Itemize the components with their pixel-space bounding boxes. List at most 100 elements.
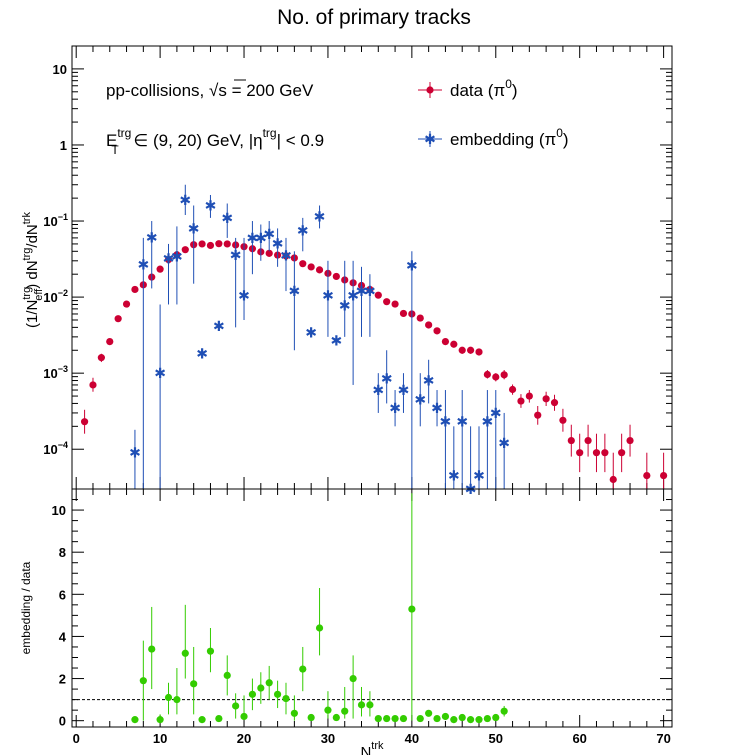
ratio-point: [164, 693, 173, 702]
data-point: [332, 272, 340, 281]
top-y-tick-label: 10: [53, 62, 67, 77]
data-point: [517, 397, 525, 405]
data-point: [618, 449, 626, 457]
legend-entry-data: data (π0): [418, 77, 518, 100]
ratio-point: [265, 679, 273, 687]
data-point: [97, 354, 105, 362]
legend-embedding-marker: ✱: [424, 131, 436, 147]
ratio-point: [131, 716, 139, 724]
data-point: [542, 395, 550, 403]
x-tick-label: 70: [656, 731, 670, 746]
data-point: [660, 472, 668, 480]
data-point: [307, 263, 315, 271]
data-point: [198, 240, 206, 248]
ratio-point: [349, 674, 357, 683]
data-point: [450, 340, 458, 348]
embedding-point: ✱: [171, 249, 183, 265]
x-tick-label: 60: [572, 731, 586, 746]
data-point: [122, 300, 131, 308]
data-point: [567, 436, 575, 445]
ratio-point: [173, 696, 181, 704]
data-point: [106, 337, 114, 346]
embedding-point: ✱: [263, 226, 275, 242]
ratio-point: [357, 701, 366, 709]
ratio-point: [408, 605, 416, 613]
chart-title: No. of primary tracks: [277, 6, 471, 29]
embedding-point: ✱: [347, 287, 359, 303]
embedding-point: ✱: [179, 192, 191, 208]
top-y-axis-label: (1/Ntrgeff) dNtrg/dNtrk: [21, 212, 45, 328]
ratio-point: [223, 671, 231, 679]
ratio-point: [139, 677, 147, 685]
ratio-point: [399, 714, 408, 723]
embedding-point: ✱: [188, 220, 200, 236]
embedding-point: ✱: [356, 283, 368, 299]
ratio-point: [156, 716, 164, 724]
series-data: [80, 240, 668, 489]
data-point: [584, 436, 592, 445]
legend-data-marker: [426, 86, 434, 94]
ratio-point: [282, 694, 290, 703]
ratio-point: [332, 713, 340, 722]
top-y-tick-label: 10−4: [43, 440, 68, 457]
bottom-panel: 0 2 4 6 8 10 0 10 20 30 40 50 60 70 embedding / data…: [19, 488, 673, 755]
data-point: [315, 266, 324, 274]
data-point: [534, 411, 542, 419]
x-tick-label: 40: [405, 731, 419, 746]
data-point: [181, 246, 189, 254]
data-point: [559, 416, 567, 424]
top-y-tick-label: 10−1: [43, 212, 68, 229]
ratio-point: [366, 701, 374, 709]
ratio-point: [433, 714, 441, 723]
data-point: [425, 321, 433, 329]
embedding-point: ✱: [205, 198, 217, 214]
ratio-point: [425, 709, 433, 717]
bottom-y-tick-label: 0: [59, 714, 66, 729]
embedding-point: ✱: [330, 332, 342, 348]
embedding-point: ✱: [238, 287, 250, 303]
data-point: [601, 449, 609, 457]
data-point: [265, 249, 273, 257]
data-point: [483, 370, 491, 379]
top-y-axis: 10 1 10−1 10−2 10−3 10−4: [43, 45, 672, 457]
ratio-point: [492, 713, 500, 722]
x-axis-label: Ntrk: [360, 740, 384, 755]
ratio-point: [341, 707, 349, 715]
embedding-point: ✱: [414, 392, 426, 408]
top-y-tick-label: 1: [60, 138, 67, 153]
embedding-point: ✱: [146, 229, 158, 245]
ratio-point: [315, 624, 324, 632]
embedding-point: ✱: [289, 283, 301, 299]
embedding-point: ✱: [423, 373, 435, 389]
ratio-point: [374, 714, 382, 723]
legend: data (π0) ✱ embedding (π0): [418, 77, 569, 149]
embedding-point: ✱: [398, 382, 410, 398]
ratio-point: [248, 690, 257, 698]
data-point: [592, 449, 601, 457]
ratio-point: [299, 665, 307, 673]
embedding-point: ✱: [163, 251, 175, 267]
embedding-point: ✱: [305, 325, 317, 341]
ratio-point: [467, 716, 475, 724]
ratio-point: [383, 714, 391, 723]
bottom-y-tick-label: 8: [59, 545, 66, 560]
data-point: [299, 260, 307, 268]
ratio-point: [215, 714, 223, 723]
embedding-point: ✱: [490, 405, 502, 421]
embedding-point: ✱: [372, 382, 384, 398]
bottom-y-tick-label: 2: [59, 672, 66, 687]
data-point: [383, 298, 391, 306]
embedding-point: ✱: [129, 445, 141, 461]
ratio-point: [240, 712, 248, 721]
data-point: [114, 315, 122, 323]
ratio-point: [206, 647, 215, 655]
x-tick-label: 20: [237, 731, 251, 746]
data-point: [391, 300, 399, 308]
ratio-point: [181, 649, 189, 657]
data-point: [525, 392, 533, 400]
embedding-point: ✱: [213, 318, 225, 334]
ratio-point: [475, 716, 483, 724]
embedding-point: ✱: [482, 414, 494, 430]
bottom-series-layer: [131, 493, 508, 724]
